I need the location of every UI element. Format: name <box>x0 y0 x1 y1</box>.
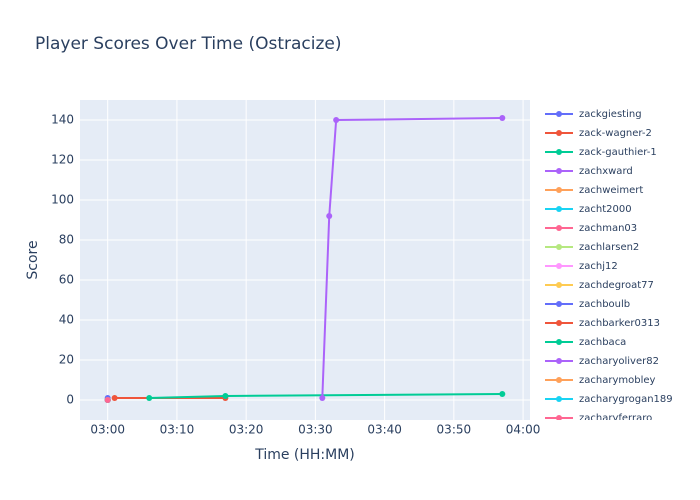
x-tick-label: 03:10 <box>160 423 195 437</box>
y-tick-label: 80 <box>59 233 74 247</box>
y-tick-label: 60 <box>59 273 74 287</box>
point <box>146 395 153 401</box>
legend-marker <box>556 339 562 345</box>
legend-label: zachxward <box>579 166 633 177</box>
legend-label: zacharyoliver82 <box>579 356 659 367</box>
legend-marker <box>556 320 562 326</box>
legend-marker <box>556 111 562 117</box>
legend-marker <box>556 301 562 307</box>
legend-marker <box>556 396 562 402</box>
legend-label: zachweimert <box>579 185 643 196</box>
legend-label: zacharygrogan189 <box>579 394 673 405</box>
legend-label: zacht2000 <box>579 204 632 215</box>
x-tick-label: 04:00 <box>506 423 541 437</box>
legend-label: zachlarsen2 <box>579 242 639 253</box>
legend-marker <box>556 282 562 288</box>
legend-marker <box>556 206 562 212</box>
legend-marker <box>556 358 562 364</box>
legend-label: zachboulb <box>579 299 630 310</box>
point <box>104 397 111 403</box>
legend-marker <box>556 415 562 420</box>
x-tick-label: 03:40 <box>367 423 402 437</box>
legend-marker <box>556 168 562 174</box>
x-tick-label: 03:00 <box>90 423 125 437</box>
legend-marker <box>556 263 562 269</box>
legend-label: zachdegroat77 <box>579 280 654 291</box>
y-tick-label: 20 <box>59 353 74 367</box>
y-axis-title: Score <box>25 240 41 279</box>
x-tick-label: 03:20 <box>229 423 264 437</box>
legend-marker <box>556 244 562 250</box>
chart-title: Player Scores Over Time (Ostracize) <box>35 34 342 54</box>
point <box>333 117 340 123</box>
y-tick-label: 100 <box>51 193 74 207</box>
plot-area <box>80 100 530 420</box>
point <box>499 391 506 397</box>
legend-marker <box>556 187 562 193</box>
legend-label: zack-wagner-2 <box>579 128 652 139</box>
legend-marker <box>556 149 562 155</box>
y-tick-label: 40 <box>59 313 74 327</box>
legend-marker <box>556 130 562 136</box>
legend-marker <box>556 225 562 231</box>
point <box>319 395 326 401</box>
point <box>222 393 229 399</box>
x-tick-label: 03:30 <box>298 423 333 437</box>
legend-label: zack-gauthier-1 <box>579 147 657 158</box>
legend-label: zacharyferraro <box>579 413 652 424</box>
y-tick-label: 120 <box>51 153 74 167</box>
y-tick-label: 0 <box>66 393 74 407</box>
y-tick-label: 140 <box>51 113 74 127</box>
x-axis-title: Time (HH:MM) <box>254 447 355 463</box>
legend-label: zackgiesting <box>579 109 642 120</box>
point <box>326 213 333 219</box>
legend-marker <box>556 377 562 383</box>
legend-label: zachbaca <box>579 337 626 348</box>
point <box>499 115 506 121</box>
legend-label: zachbarker0313 <box>579 318 660 329</box>
point <box>111 395 118 401</box>
x-tick-label: 03:50 <box>437 423 472 437</box>
series-line <box>321 117 503 399</box>
legend-label: zachj12 <box>579 261 618 272</box>
legend-label: zachman03 <box>579 223 637 234</box>
legend-label: zacharymobley <box>579 375 656 386</box>
